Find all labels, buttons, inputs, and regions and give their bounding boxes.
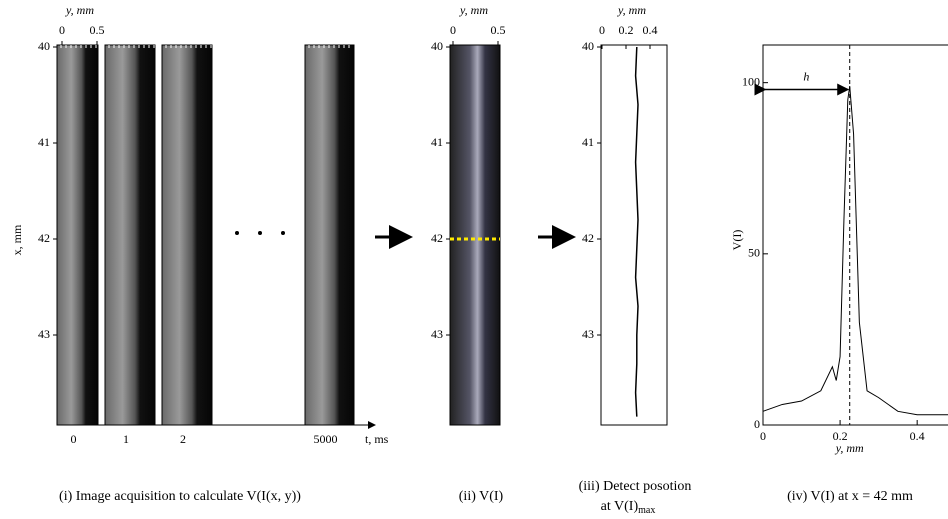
y-axis-label: V(I) <box>730 230 744 251</box>
axis-label: y, mm <box>617 3 646 17</box>
x-tick-label: 0.4 <box>910 429 925 443</box>
axis-label: y, mm <box>459 3 488 17</box>
tick-label: 41 <box>431 135 443 149</box>
x-axis-label: y, mm <box>835 441 864 455</box>
frame-label: 1 <box>123 432 129 446</box>
caption: (i) Image acquisition to calculate V(I(x… <box>59 489 301 504</box>
tick-label: 42 <box>431 231 443 245</box>
vi-image <box>449 44 501 426</box>
tick-label: 42 <box>582 231 594 245</box>
annotation: h <box>803 69 809 83</box>
tick-label: 41 <box>582 135 594 149</box>
arrows <box>235 225 576 249</box>
tick-label: 0 <box>59 23 65 37</box>
frame-image <box>56 44 99 426</box>
tick-label: 0.2 <box>619 23 634 37</box>
tick-label: 0.5 <box>90 23 105 37</box>
x-tick-label: 0.2 <box>833 429 848 443</box>
caption: (iii) Detect posotion at V(I)max <box>579 479 692 516</box>
tick-label: 43 <box>582 327 594 341</box>
frame-image <box>304 44 355 426</box>
tick-label: 0.5 <box>491 23 506 37</box>
y-tick-label: 0 <box>754 417 760 431</box>
plot-frame <box>600 44 668 426</box>
plot-frame <box>762 44 948 426</box>
caption-line: (iii) Detect posotion <box>579 479 692 494</box>
tick-label: 43 <box>431 327 443 341</box>
caption: (ii) V(I) <box>459 489 504 504</box>
x-tick-label: 0 <box>760 429 766 443</box>
position-trace <box>634 46 639 417</box>
tick-label: 41 <box>38 135 50 149</box>
axis-label: x, mm <box>10 224 24 255</box>
y-tick-label: 100 <box>742 74 760 88</box>
caption-line: at V(I) <box>601 499 639 514</box>
axis-label: t, ms <box>365 432 389 446</box>
caption: (iv) V(I) at x = 42 mm <box>787 489 913 504</box>
tick-label: 42 <box>38 231 50 245</box>
tick-label: 0.4 <box>643 23 658 37</box>
frame-label: 2 <box>180 432 186 446</box>
tick-label: 0 <box>450 23 456 37</box>
caption-subscript: max <box>638 505 655 516</box>
frame-label: 0 <box>71 432 77 446</box>
frame-image <box>161 44 213 426</box>
tick-label: 43 <box>38 327 50 341</box>
tick-label: 40 <box>38 39 50 53</box>
y-tick-label: 50 <box>748 246 760 260</box>
data-line <box>762 86 948 416</box>
tick-label: 0 <box>599 23 605 37</box>
axis-label: y, mm <box>65 3 94 17</box>
frame-image <box>104 44 156 426</box>
tick-label: 40 <box>582 39 594 53</box>
tick-label: 40 <box>431 39 443 53</box>
frame-label: 5000 <box>314 432 338 446</box>
